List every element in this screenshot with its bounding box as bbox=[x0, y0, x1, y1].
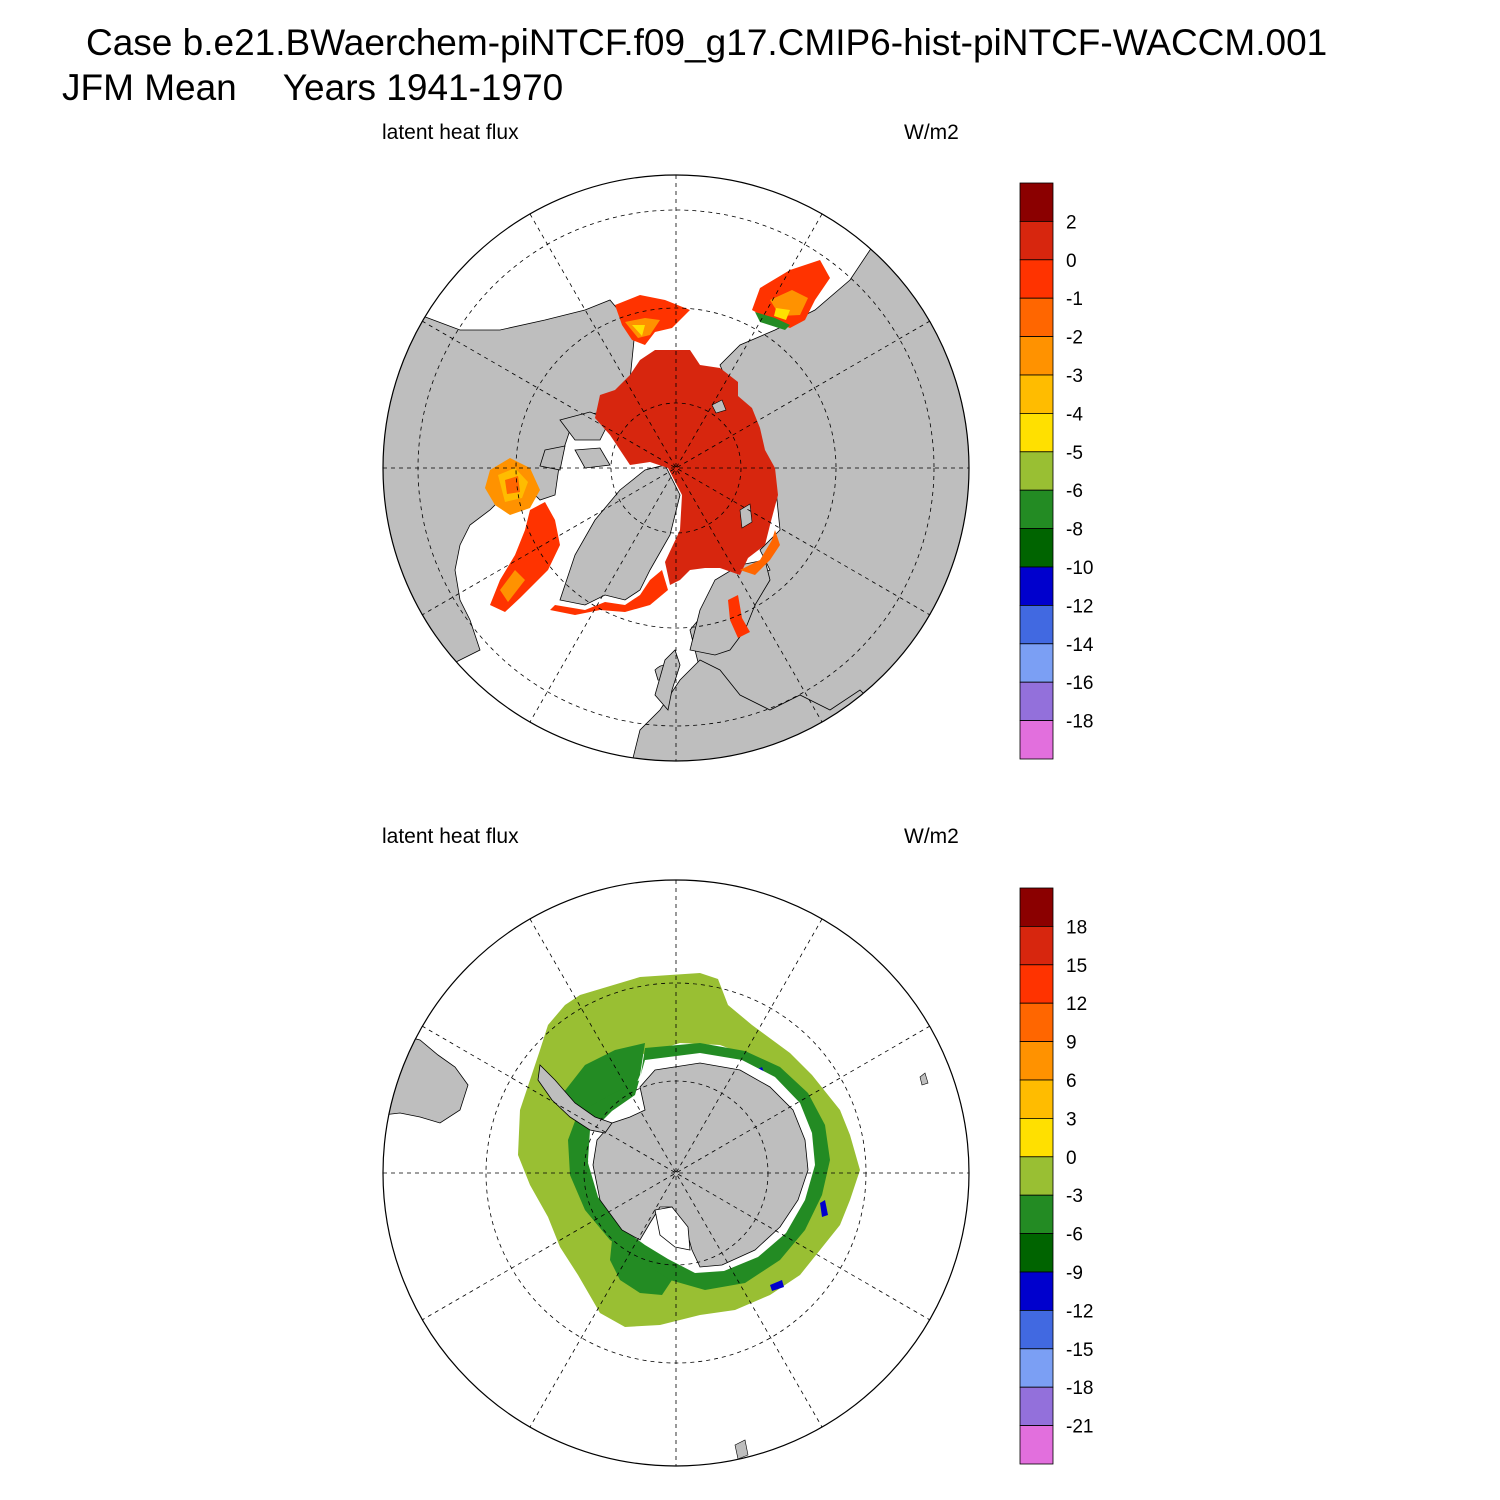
small-island bbox=[734, 1439, 749, 1460]
south-colorbar-box bbox=[1019, 1079, 1054, 1119]
north-colorbar-label: -5 bbox=[1066, 443, 1083, 464]
north-colorbar-label: -10 bbox=[1066, 558, 1093, 579]
south-colorbar-label: -15 bbox=[1066, 1340, 1093, 1361]
north-colorbar-box bbox=[1019, 566, 1054, 606]
south-variable-label: latent heat flux bbox=[382, 825, 519, 848]
north-colorbar-label: -16 bbox=[1066, 673, 1093, 694]
south-colorbar-label: -6 bbox=[1066, 1225, 1083, 1246]
north-colorbar-box bbox=[1019, 297, 1054, 337]
years-label: Years 1941-1970 bbox=[282, 67, 564, 108]
south-colorbar-label: -3 bbox=[1066, 1186, 1083, 1207]
south-polar-map: 18 15 12 9 6 3 0 -3 -6 -9 -12 -15 -18 -21 bbox=[382, 879, 1093, 1467]
south-colorbar-label: -21 bbox=[1066, 1417, 1093, 1438]
north-colorbar-box bbox=[1019, 489, 1054, 530]
north-map-frame bbox=[382, 174, 970, 762]
north-colorbar-box bbox=[1019, 720, 1054, 760]
south-colorbar-box bbox=[1019, 1156, 1054, 1196]
south-graticule bbox=[383, 880, 969, 1466]
subtitle: JFM Mean Years 1941-1970 bbox=[62, 68, 563, 108]
north-colorbar-box bbox=[1019, 451, 1054, 491]
british-isles-landmass bbox=[654, 649, 681, 711]
north-graticule bbox=[383, 175, 969, 761]
south-map-frame bbox=[382, 879, 970, 1467]
north-colorbar-box bbox=[1019, 374, 1054, 414]
ross-ice-shelf bbox=[654, 1206, 691, 1251]
north-colorbar-label: -8 bbox=[1066, 520, 1083, 541]
north-units-label: W/m2 bbox=[904, 121, 959, 144]
south-colorbar-box bbox=[1019, 887, 1054, 927]
north-colorbar-label: -1 bbox=[1066, 289, 1083, 310]
south-colorbar-box bbox=[1019, 1386, 1054, 1427]
north-colorbar-box bbox=[1019, 336, 1054, 376]
north-colorbar-box bbox=[1019, 412, 1054, 453]
north-colorbar-label: 0 bbox=[1066, 251, 1077, 272]
south-colorbar-label: 6 bbox=[1066, 1071, 1077, 1092]
chukchi-sea-yellow bbox=[632, 325, 645, 336]
south-colorbar-box bbox=[1019, 1309, 1054, 1350]
south-colorbar-box bbox=[1019, 964, 1054, 1004]
north-colorbar-box bbox=[1019, 604, 1054, 645]
coastal-blue-patch-3 bbox=[820, 1200, 828, 1217]
north-variable-label: latent heat flux bbox=[382, 121, 519, 144]
north-colorbar-label: -2 bbox=[1066, 328, 1083, 349]
south-colorbar-label: 0 bbox=[1066, 1148, 1077, 1169]
baltic-sea-patch bbox=[728, 595, 750, 638]
north-colorbar-label: -3 bbox=[1066, 366, 1083, 387]
north-colorbar: 2 0 -1 -2 -3 -4 -5 -6 -8 -10 -12 -14 -16 -18 bbox=[1019, 182, 1094, 760]
north-colorbar-label: -14 bbox=[1066, 635, 1094, 656]
north-colorbar-label: 2 bbox=[1066, 212, 1077, 233]
greenland-coastal-band bbox=[550, 570, 668, 615]
svalbard-island bbox=[711, 399, 727, 414]
main-title: Case b.e21.BWaerchem-piNTCF.f09_g17.CMIP… bbox=[86, 22, 1328, 63]
south-colorbar-box bbox=[1019, 1233, 1054, 1273]
north-colorbar-box bbox=[1019, 182, 1054, 222]
south-colorbar-label: -12 bbox=[1066, 1301, 1093, 1322]
south-colorbar-box bbox=[1019, 1348, 1054, 1388]
arctic-ocean-field bbox=[595, 350, 778, 585]
north-colorbar-box bbox=[1019, 681, 1054, 722]
north-colorbar-label: -18 bbox=[1066, 712, 1093, 733]
south-colorbar-box bbox=[1019, 1002, 1054, 1042]
south-colorbar-label: 3 bbox=[1066, 1109, 1077, 1130]
north-colorbar-label: -12 bbox=[1066, 596, 1093, 617]
north-colorbar-label: -6 bbox=[1066, 481, 1083, 502]
coastal-blue-patch-4 bbox=[770, 1280, 784, 1291]
south-colorbar-label: 12 bbox=[1066, 994, 1087, 1015]
arctic-islands bbox=[539, 411, 611, 471]
north-polar-map: 2 0 -1 -2 -3 -4 -5 -6 -8 -10 -12 -14 -16 -18 bbox=[382, 174, 1094, 762]
north-map-content bbox=[383, 175, 969, 761]
south-colorbar-box bbox=[1019, 1194, 1054, 1235]
south-colorbar-label: -9 bbox=[1066, 1263, 1083, 1284]
south-colorbar-label: 18 bbox=[1066, 917, 1087, 938]
barents-sea-band bbox=[740, 530, 780, 575]
north-colorbar-box bbox=[1019, 643, 1054, 683]
south-colorbar-box bbox=[1019, 926, 1054, 966]
north-america-landmass bbox=[383, 299, 636, 711]
small-island bbox=[919, 1072, 929, 1086]
north-colorbar-box bbox=[1019, 259, 1054, 299]
south-colorbar-box bbox=[1019, 1041, 1054, 1081]
okhotsk-sea-green bbox=[755, 312, 790, 330]
south-colorbar-box bbox=[1019, 1425, 1054, 1465]
season-label: JFM Mean bbox=[62, 67, 237, 108]
north-colorbar-box bbox=[1019, 221, 1054, 261]
south-colorbar-label: 9 bbox=[1066, 1033, 1077, 1054]
south-colorbar: 18 15 12 9 6 3 0 -3 -6 -9 -12 -15 -18 -21 bbox=[1019, 887, 1093, 1465]
okhotsk-sea-yellow bbox=[774, 308, 790, 320]
labrador-sea-gradient bbox=[500, 570, 525, 602]
south-colorbar-box bbox=[1019, 1117, 1054, 1158]
south-colorbar-box bbox=[1019, 1271, 1054, 1311]
greenland-landmass bbox=[559, 464, 681, 606]
north-colorbar-box bbox=[1019, 528, 1054, 568]
south-units-label: W/m2 bbox=[904, 825, 959, 848]
antarctic-peninsula bbox=[537, 1064, 613, 1134]
south-colorbar-label: 15 bbox=[1066, 956, 1087, 977]
south-colorbar-label: -18 bbox=[1066, 1378, 1093, 1399]
north-colorbar-label: -4 bbox=[1066, 404, 1083, 425]
